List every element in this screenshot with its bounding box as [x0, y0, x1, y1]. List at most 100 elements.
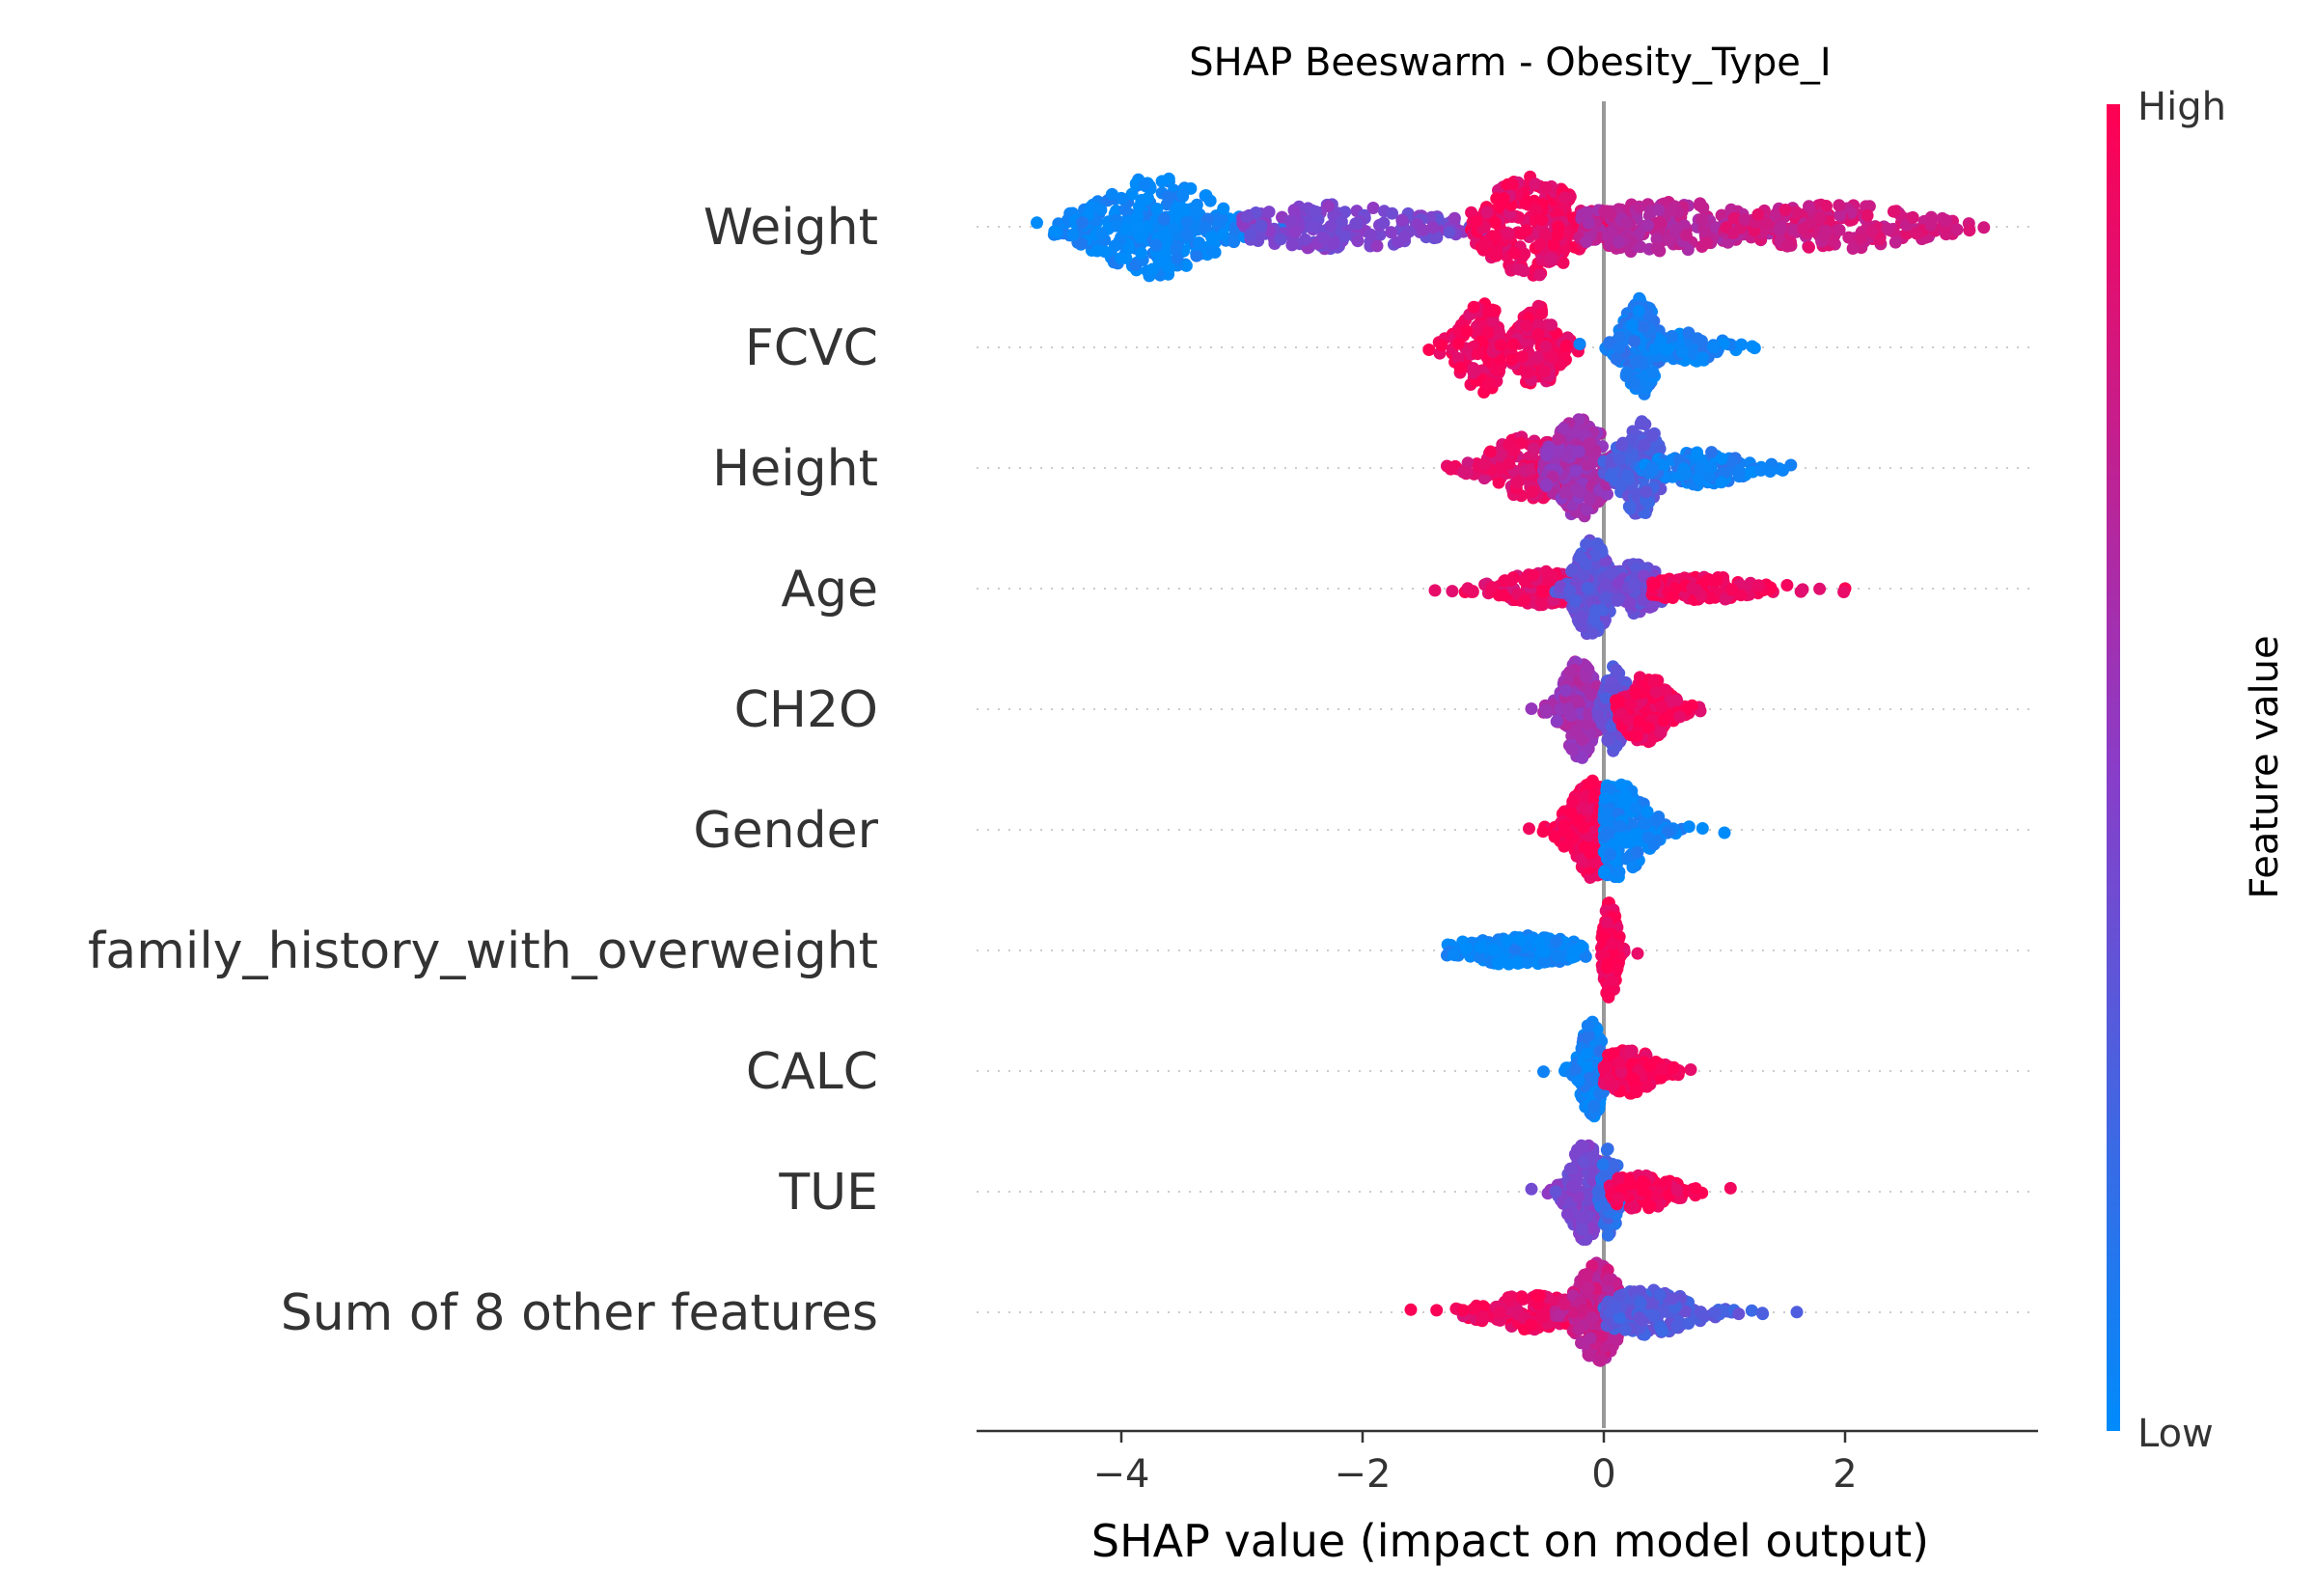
shap-point	[1632, 948, 1644, 960]
shap-point	[1426, 221, 1439, 234]
feature-points	[1422, 292, 1761, 400]
shap-point	[1754, 464, 1767, 477]
shap-point	[1544, 253, 1557, 265]
shap-point	[1623, 501, 1636, 513]
shap-point	[1861, 209, 1874, 222]
shap-point	[1537, 1065, 1550, 1078]
shap-point	[1576, 752, 1588, 764]
shap-point	[1607, 937, 1619, 949]
feature-points	[1031, 171, 1990, 283]
shap-point	[1613, 343, 1625, 355]
shap-point	[1925, 219, 1938, 232]
shap-point	[1605, 470, 1617, 482]
shap-point	[1352, 234, 1365, 247]
shap-point	[1489, 230, 1502, 242]
shap-point	[1533, 268, 1546, 281]
shap-point	[1761, 217, 1774, 230]
shap-point	[1630, 687, 1642, 700]
shap-point	[1613, 235, 1625, 248]
shap-point	[1780, 579, 1793, 592]
shap-point	[1639, 439, 1651, 452]
beeswarm-points	[1031, 171, 1990, 1367]
shap-point	[1834, 224, 1846, 236]
shap-point	[1545, 318, 1558, 331]
shap-point	[1546, 570, 1558, 583]
shap-point	[1803, 200, 1815, 212]
shap-point	[1526, 702, 1538, 715]
shap-point	[1667, 592, 1679, 604]
shap-point	[1288, 204, 1301, 216]
shap-point	[1310, 206, 1322, 218]
shap-point	[1513, 263, 1526, 276]
shap-point	[1725, 584, 1738, 596]
shap-point	[1538, 946, 1551, 958]
shap-point	[1820, 200, 1833, 212]
shap-point	[1601, 827, 1613, 839]
shap-point	[1603, 1072, 1615, 1085]
shap-point	[1584, 493, 1596, 506]
shap-point	[1448, 949, 1460, 961]
shap-point	[1551, 715, 1563, 728]
shap-point	[1578, 568, 1590, 581]
shap-point	[1558, 486, 1571, 499]
feature-rows: WeightFCVCHeightAgeCH2OGenderfamily_hist…	[88, 199, 2038, 1342]
feature-points	[1441, 413, 1797, 522]
shap-point	[1615, 439, 1628, 452]
shap-point	[1484, 446, 1497, 458]
shap-point	[1630, 1086, 1642, 1098]
shap-point	[1679, 468, 1692, 481]
shap-point	[1285, 238, 1298, 251]
shap-point	[1076, 216, 1089, 229]
shap-point	[1151, 203, 1164, 215]
shap-point	[1338, 231, 1351, 243]
shap-point	[1209, 246, 1222, 259]
shap-point	[1448, 212, 1461, 225]
shap-point	[1605, 226, 1617, 238]
shap-point	[1094, 204, 1107, 216]
shap-point	[1537, 825, 1550, 838]
shap-point	[1963, 224, 1975, 236]
shap-point	[1540, 703, 1553, 716]
shap-point	[1162, 191, 1174, 204]
shap-point	[1614, 820, 1627, 833]
shap-point	[1751, 208, 1764, 221]
shap-point	[1559, 684, 1572, 697]
shap-point	[1558, 825, 1571, 838]
shap-point	[1586, 1150, 1599, 1163]
shap-point	[1560, 340, 1573, 352]
shap-point	[1628, 335, 1640, 347]
feature-label: family_history_with_overweight	[88, 922, 878, 980]
shap-point	[1781, 240, 1794, 253]
shap-point	[1691, 447, 1703, 459]
shap-point	[1452, 337, 1465, 349]
chart-title: SHAP Beeswarm - Obesity_Type_I	[1189, 41, 1831, 85]
shap-point	[1478, 457, 1491, 470]
shap-point	[1705, 461, 1718, 474]
shap-point	[1135, 247, 1147, 260]
shap-point	[1141, 193, 1153, 206]
shap-point	[1275, 233, 1287, 245]
shap-point	[1540, 479, 1553, 491]
shap-point	[1602, 991, 1614, 1004]
shap-point	[1066, 229, 1079, 241]
shap-point	[1227, 235, 1240, 248]
shap-point	[1171, 252, 1183, 264]
shap-point	[1683, 820, 1696, 833]
feature-points	[1429, 535, 1852, 641]
shap-point	[1628, 578, 1640, 591]
shap-point	[1581, 1048, 1593, 1060]
shap-point	[1110, 220, 1122, 233]
shap-point	[1940, 214, 1952, 227]
shap-point	[1569, 1064, 1582, 1077]
shap-point	[1217, 203, 1229, 215]
shap-point	[1652, 204, 1665, 216]
shap-point	[1888, 206, 1900, 218]
shap-point	[1371, 239, 1384, 252]
shap-point	[1685, 1063, 1697, 1076]
shap-point	[1508, 247, 1521, 260]
shap-point	[1587, 1100, 1600, 1113]
shap-point	[1471, 215, 1483, 228]
shap-point	[1977, 221, 1990, 234]
shap-point	[1655, 727, 1668, 739]
